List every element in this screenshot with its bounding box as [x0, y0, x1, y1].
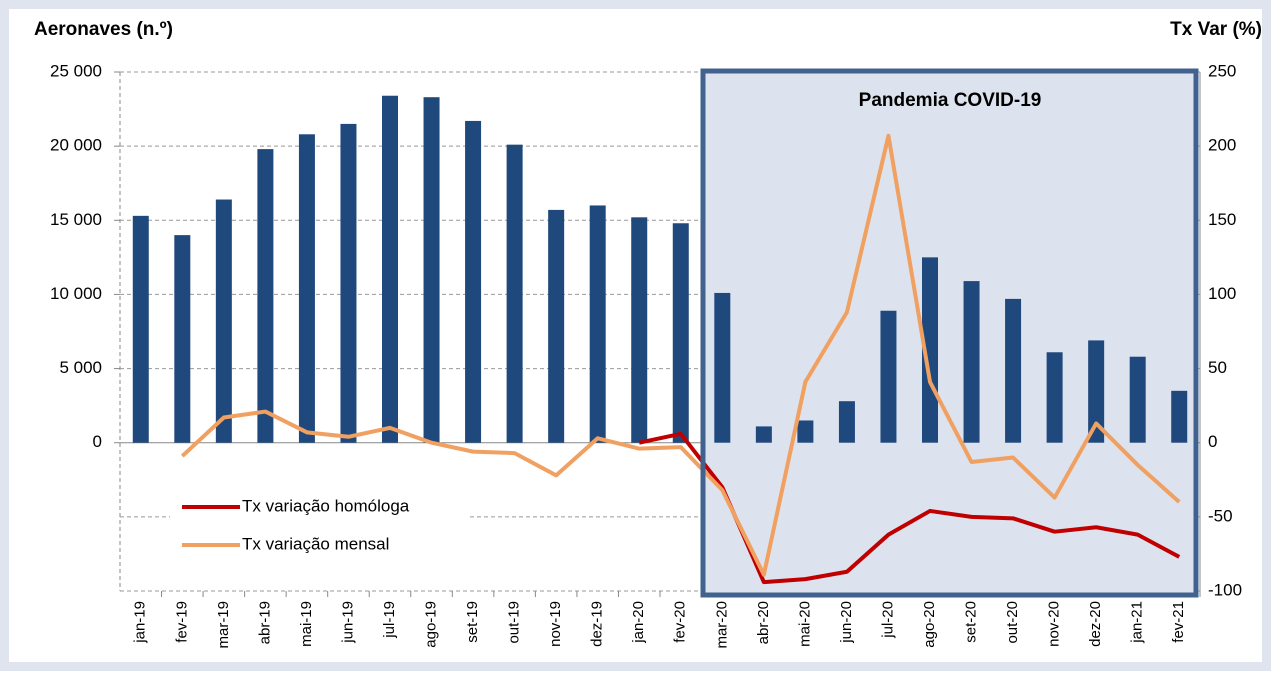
legend-label: Tx variação homóloga — [242, 496, 410, 515]
y2-axis-title: Tx Var (%) — [1170, 19, 1262, 40]
x-tick-label: jun-20 — [838, 601, 855, 644]
bar — [174, 235, 191, 443]
bar — [922, 257, 938, 443]
bar — [631, 217, 648, 443]
bar — [506, 144, 523, 443]
bar — [963, 281, 980, 443]
x-tick-label: set-20 — [963, 601, 980, 643]
y-tick-label: 20 000 — [50, 136, 102, 155]
x-tick-label: fev-20 — [672, 601, 689, 643]
bar — [1171, 390, 1188, 443]
y2-tick-label: 250 — [1208, 61, 1236, 80]
pandemic-border — [700, 68, 1199, 598]
y2-tick-label: 150 — [1208, 210, 1236, 229]
bar — [132, 215, 149, 443]
x-tick-label: dez-20 — [1087, 601, 1104, 647]
x-tick-label: ago-19 — [423, 601, 440, 648]
x-tick-label: abr-20 — [755, 601, 772, 644]
y-tick-label: 10 000 — [50, 284, 102, 303]
x-tick-label: nov-19 — [547, 601, 564, 647]
x-tick-label: mar-19 — [215, 601, 232, 649]
bar — [880, 310, 897, 443]
bar — [714, 292, 731, 443]
x-tick-label: set-19 — [464, 601, 481, 643]
x-tick-label: jan-21 — [1129, 601, 1146, 644]
bar — [797, 420, 814, 443]
legend-box — [170, 490, 470, 562]
x-tick-label: fev-21 — [1170, 601, 1187, 643]
bar — [257, 149, 274, 443]
bar — [838, 401, 855, 443]
x-tick-label: ago-20 — [921, 601, 938, 648]
x-tick-label: mar-20 — [713, 601, 730, 649]
x-tick-label: dez-19 — [589, 601, 606, 647]
x-tick-label: jan-19 — [132, 601, 149, 644]
bar — [1005, 298, 1022, 443]
x-tick-label: out-19 — [506, 601, 523, 644]
bar — [340, 123, 357, 443]
x-tick-label: fev-19 — [173, 601, 190, 643]
bar — [215, 199, 232, 443]
y2-tick-label: -50 — [1208, 506, 1233, 525]
y-tick-label: 25 000 — [50, 61, 102, 80]
y2-tick-label: 100 — [1208, 284, 1236, 303]
x-tick-label: nov-20 — [1046, 601, 1063, 647]
legend-label: Tx variação mensal — [242, 534, 389, 553]
x-tick-label: mai-20 — [796, 601, 813, 647]
bar — [1129, 356, 1146, 443]
y2-tick-label: 0 — [1208, 432, 1217, 451]
bar — [423, 97, 440, 443]
y2-tick-label: 50 — [1208, 358, 1227, 377]
bar — [672, 223, 689, 443]
bar — [382, 95, 398, 443]
y-axis-title: Aeronaves (n.º) — [34, 19, 173, 40]
bar — [1046, 352, 1063, 443]
y-tick-label: 0 — [93, 432, 102, 451]
bar — [465, 120, 482, 443]
bar — [755, 426, 772, 443]
line — [180, 133, 1181, 577]
x-tick-label: abr-19 — [256, 601, 273, 644]
pandemic-region — [703, 71, 1196, 595]
bar — [589, 205, 606, 443]
y-tick-label: 15 000 — [50, 210, 102, 229]
bar — [548, 209, 565, 443]
x-tick-label: mai-19 — [298, 601, 315, 647]
x-tick-label: jul-19 — [381, 601, 398, 639]
x-tick-label: jun-19 — [339, 601, 356, 644]
annotation: Pandemia COVID-19 — [859, 90, 1042, 111]
y2-tick-label: -100 — [1208, 580, 1242, 599]
bar — [298, 134, 315, 443]
y-tick-label: 5 000 — [59, 358, 102, 377]
x-tick-label: jan-20 — [630, 601, 647, 644]
x-tick-label: out-20 — [1004, 601, 1021, 644]
y2-tick-label: 200 — [1208, 136, 1236, 155]
x-tick-label: jul-20 — [879, 601, 896, 639]
bar — [1088, 340, 1105, 443]
